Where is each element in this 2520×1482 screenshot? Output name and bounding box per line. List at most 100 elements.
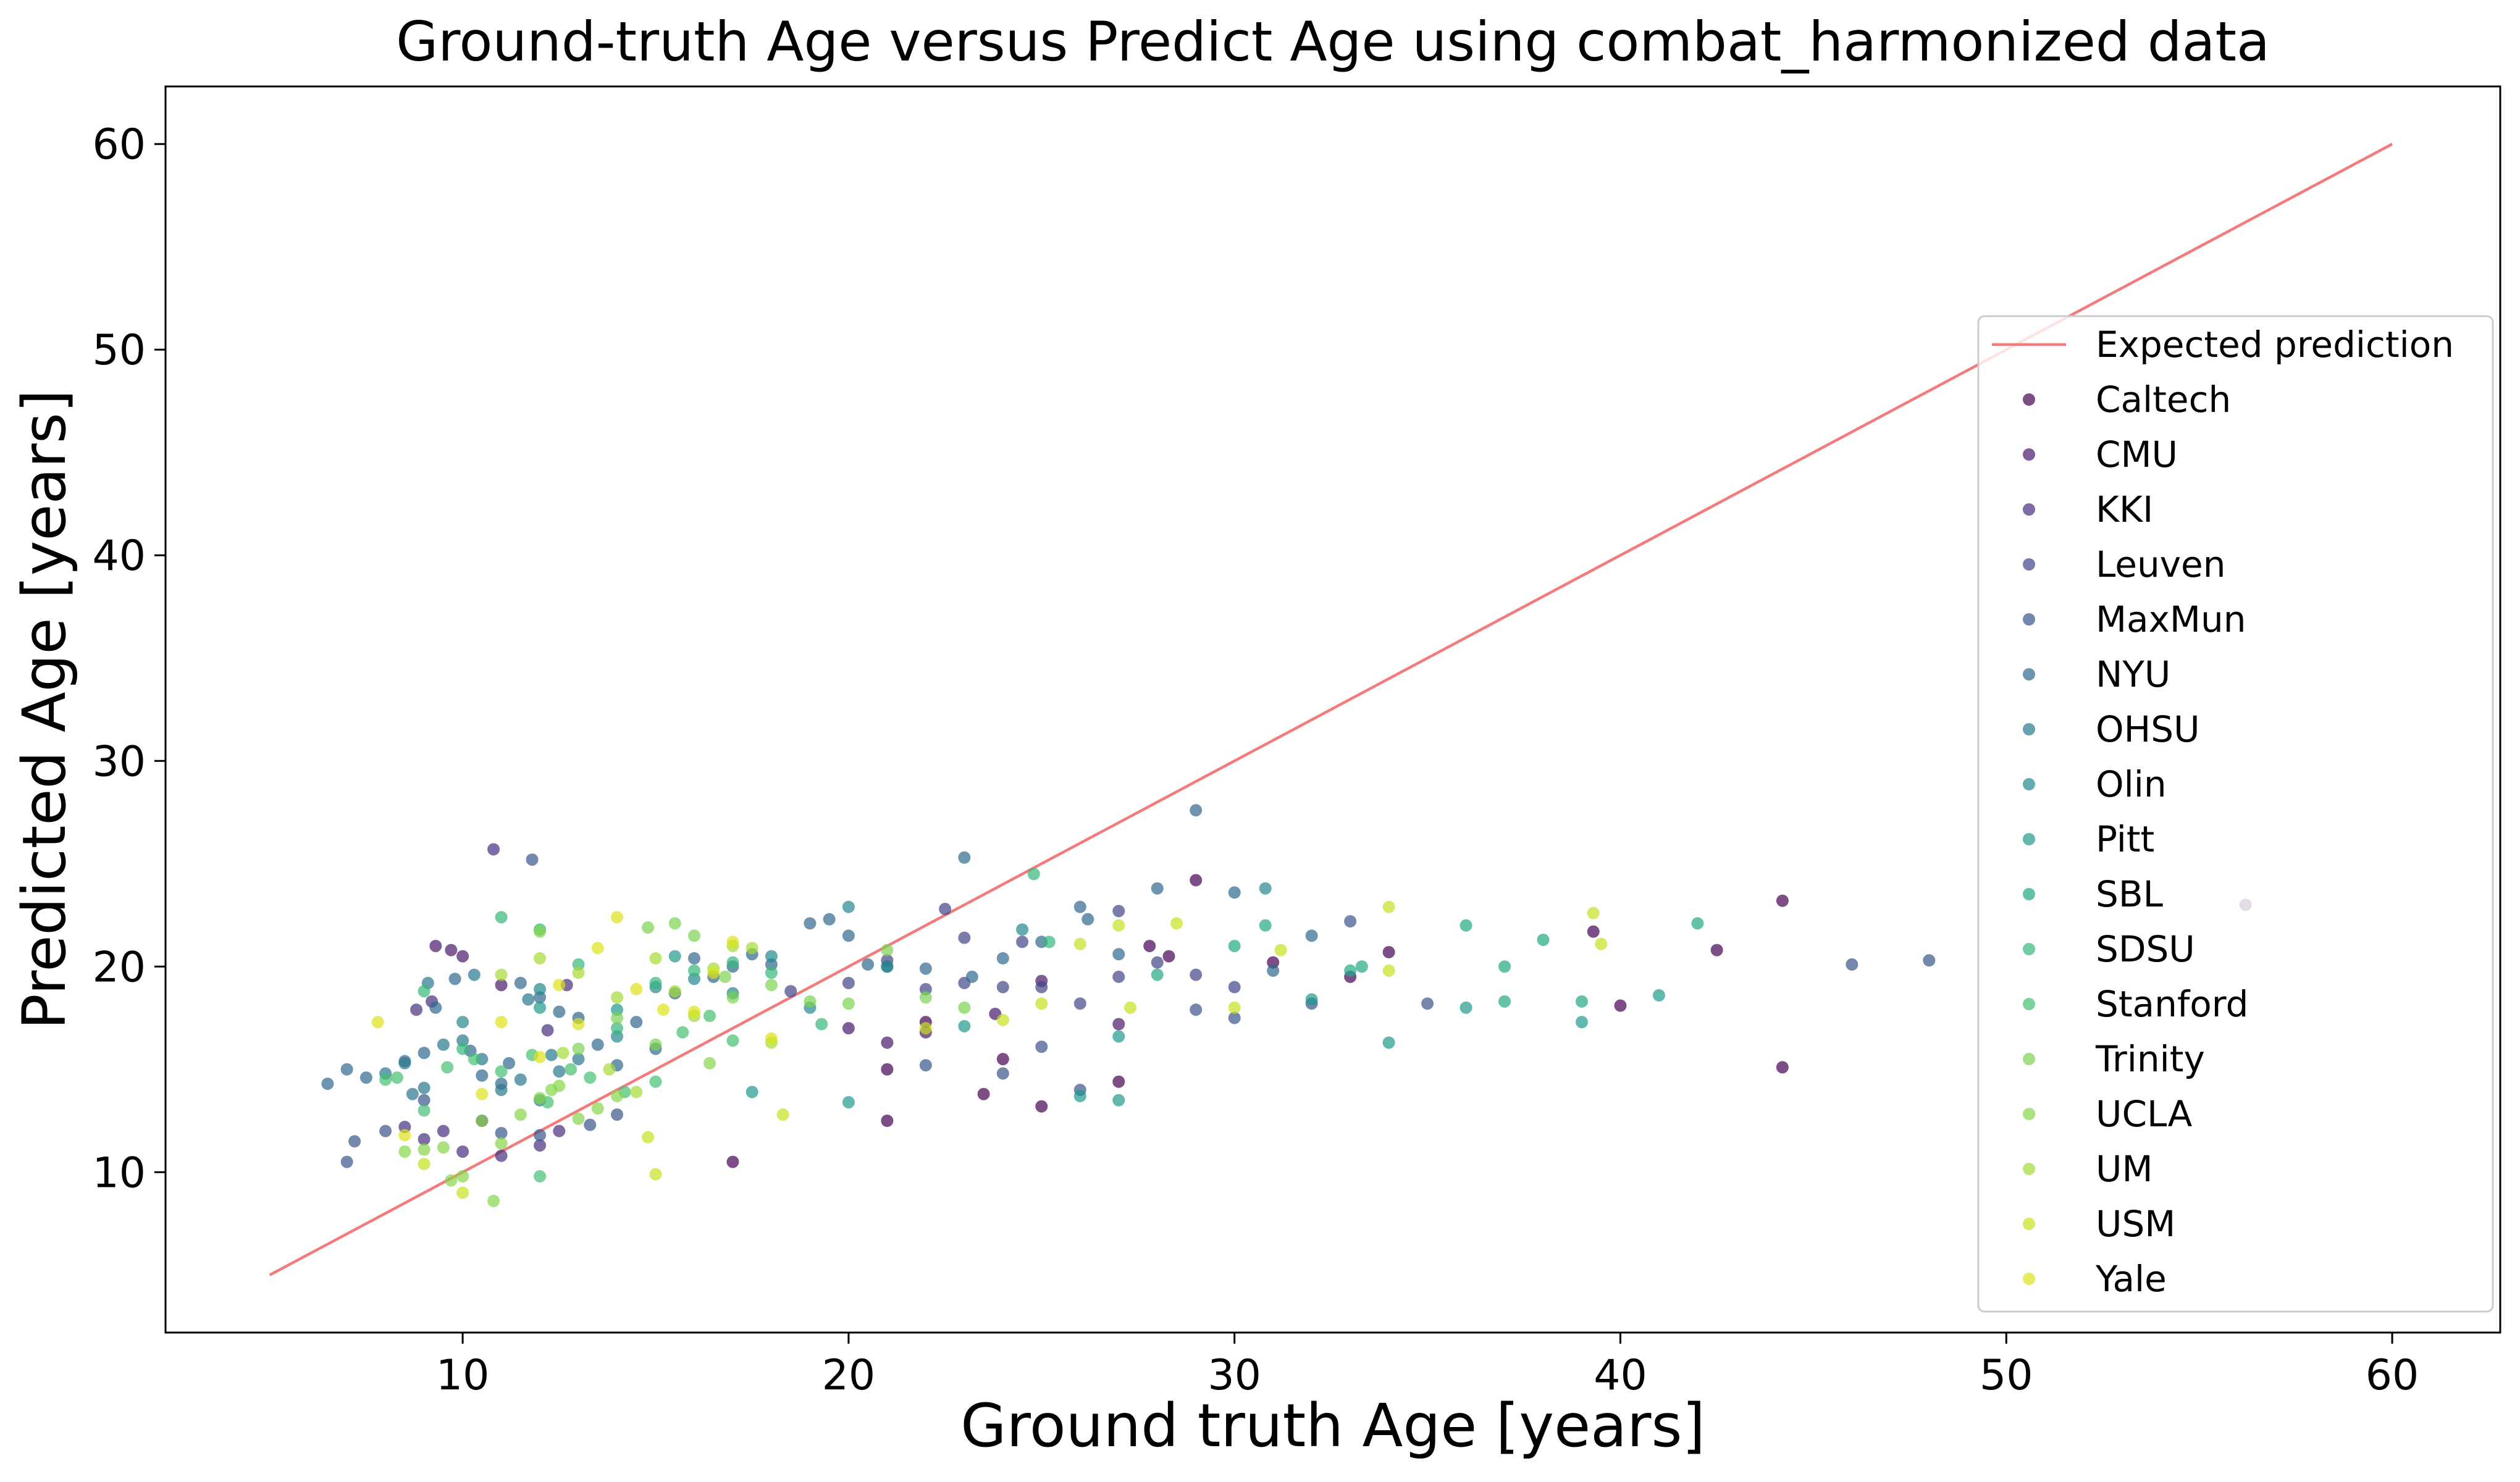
- data-point: [534, 1129, 547, 1142]
- data-point: [534, 925, 547, 938]
- x-axis-ticks: 10 20 30 40 50 60: [436, 1333, 2419, 1400]
- data-point: [534, 952, 547, 965]
- data-point: [958, 1019, 971, 1032]
- legend-label: SBL: [2096, 873, 2163, 915]
- data-point: [996, 952, 1009, 965]
- data-point: [553, 1065, 566, 1078]
- data-point: [1112, 919, 1125, 932]
- data-point: [919, 1059, 932, 1072]
- data-point: [703, 1057, 716, 1070]
- legend-label: Caltech: [2096, 379, 2231, 421]
- y-axis-label: Predicted Age [years]: [10, 390, 79, 1029]
- data-point: [641, 1131, 654, 1144]
- legend-marker: [2023, 778, 2035, 790]
- y-tick-label: 10: [92, 1149, 146, 1197]
- data-point: [1082, 913, 1094, 926]
- data-point: [1112, 1030, 1125, 1043]
- series-sbl: [1151, 917, 1704, 1008]
- chart-legend: Expected prediction Caltech CMU KKI Leuven Ma…: [1977, 315, 2494, 1313]
- data-point: [1498, 960, 1511, 973]
- data-point: [726, 991, 739, 1004]
- data-point: [448, 973, 461, 986]
- data-point: [591, 942, 604, 955]
- data-point: [996, 981, 1009, 994]
- legend-label: UCLA: [2096, 1093, 2193, 1135]
- data-point: [687, 964, 700, 977]
- data-point: [611, 1090, 624, 1103]
- data-point: [765, 950, 778, 963]
- legend-label: OHSU: [2096, 708, 2200, 750]
- data-point: [687, 929, 700, 942]
- data-point: [996, 1053, 1009, 1066]
- data-point: [1035, 1100, 1048, 1113]
- data-point: [456, 1170, 469, 1183]
- data-point: [1170, 917, 1183, 930]
- data-point: [1355, 960, 1368, 973]
- data-point: [611, 1011, 624, 1024]
- data-point: [437, 1124, 450, 1137]
- data-point: [1382, 1036, 1395, 1049]
- data-point: [862, 958, 875, 971]
- data-point: [1460, 919, 1472, 932]
- data-point: [1587, 906, 1600, 919]
- data-point: [881, 960, 894, 973]
- data-point: [456, 1186, 469, 1199]
- data-point: [1151, 968, 1164, 981]
- data-point: [842, 997, 855, 1010]
- data-point: [1776, 894, 1789, 907]
- data-point: [765, 979, 778, 992]
- data-point: [468, 968, 481, 981]
- legend-marker: [2023, 723, 2035, 735]
- series-leuven: [784, 903, 1241, 1010]
- data-point: [1595, 937, 1608, 950]
- series-stanford: [379, 1010, 739, 1183]
- data-point: [1035, 997, 1048, 1010]
- data-point: [611, 1108, 624, 1121]
- data-point: [881, 1036, 894, 1049]
- data-point: [726, 936, 739, 948]
- data-point: [1027, 868, 1040, 881]
- data-point: [1382, 945, 1395, 958]
- data-point: [1112, 905, 1125, 918]
- data-point: [495, 1149, 508, 1162]
- data-point: [668, 950, 681, 963]
- x-tick-label: 50: [1980, 1351, 2033, 1400]
- data-point: [556, 1047, 569, 1060]
- data-point: [584, 1071, 597, 1084]
- legend-frame: [1977, 315, 2494, 1313]
- data-point: [804, 995, 817, 1008]
- data-point: [1575, 995, 1588, 1008]
- data-point: [534, 982, 547, 995]
- data-point: [1691, 917, 1704, 930]
- x-tick-label: 30: [1208, 1351, 1261, 1400]
- data-point: [1305, 929, 1318, 942]
- data-point: [996, 1067, 1009, 1080]
- data-point: [572, 1053, 585, 1066]
- data-point: [726, 1034, 739, 1047]
- data-point: [534, 1170, 547, 1183]
- data-point: [572, 966, 585, 979]
- data-point: [649, 1168, 662, 1181]
- data-point: [1228, 981, 1241, 994]
- data-point: [1923, 954, 1936, 967]
- data-point: [522, 993, 535, 1006]
- data-point: [1382, 900, 1395, 913]
- data-point: [1112, 1094, 1125, 1107]
- data-point: [487, 1194, 500, 1207]
- data-point: [823, 913, 836, 926]
- data-point: [390, 1071, 403, 1084]
- data-point: [1073, 937, 1086, 950]
- data-point: [726, 1155, 739, 1168]
- data-point: [784, 985, 797, 998]
- data-point: [534, 1092, 547, 1105]
- data-point: [437, 1141, 450, 1154]
- data-point: [1112, 1075, 1125, 1088]
- data-point: [418, 1132, 430, 1145]
- legend-marker: [2023, 393, 2035, 406]
- data-point: [476, 1087, 489, 1100]
- data-point: [1016, 923, 1029, 936]
- data-point: [495, 1084, 508, 1097]
- y-tick-label: 20: [92, 943, 146, 992]
- data-point: [919, 991, 932, 1004]
- data-point: [553, 1005, 566, 1018]
